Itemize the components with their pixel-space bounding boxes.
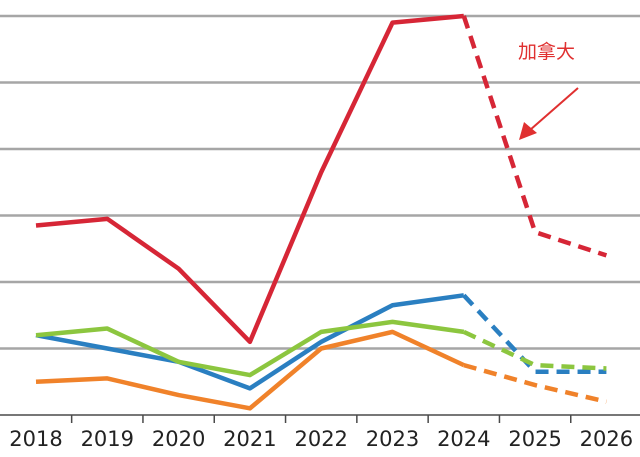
x-tick-label: 2019 bbox=[81, 427, 134, 451]
series-line-orange-projection bbox=[463, 362, 607, 404]
series-line-blue-actual bbox=[35, 293, 465, 391]
x-tick-label: 2024 bbox=[437, 427, 490, 451]
x-tick-label: 2023 bbox=[366, 427, 419, 451]
series-layer bbox=[35, 13, 608, 411]
annotation-arrow-head bbox=[519, 122, 537, 140]
x-tick-label: 2025 bbox=[508, 427, 561, 451]
gridlines bbox=[0, 14, 640, 350]
x-axis: 2018 2019 2020 2021 2022 2023 2024 2025 2026 bbox=[0, 414, 640, 451]
series-line-canada-actual bbox=[35, 13, 465, 345]
x-tick-label: 2018 bbox=[9, 427, 62, 451]
series-line-canada-projection bbox=[461, 15, 608, 258]
series-line-orange-actual bbox=[35, 329, 465, 411]
x-tick-label: 2022 bbox=[294, 427, 347, 451]
series-line-green-actual bbox=[35, 319, 465, 378]
x-tick-label: 2020 bbox=[152, 427, 205, 451]
x-tick-label: 2021 bbox=[223, 427, 276, 451]
annotation-label: 加拿大 bbox=[518, 40, 575, 63]
series-line-blue-projection bbox=[462, 293, 607, 375]
annotation-layer: 加拿大 bbox=[518, 40, 579, 140]
annotation-arrow-shaft bbox=[529, 87, 579, 131]
series-line-green-projection bbox=[462, 329, 607, 371]
x-tick-label: 2026 bbox=[580, 427, 633, 451]
